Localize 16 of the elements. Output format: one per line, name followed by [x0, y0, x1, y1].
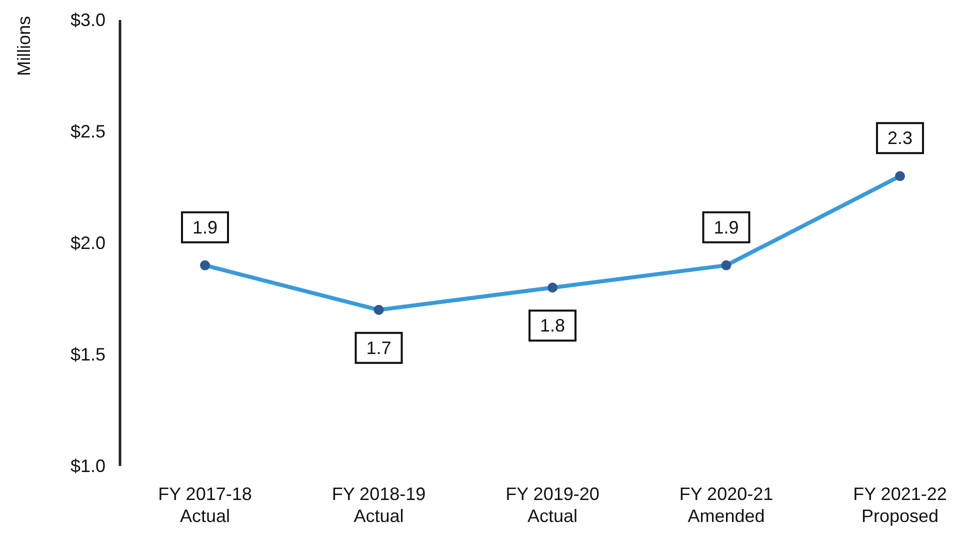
x-tick-label: FY 2021-22 Proposed: [853, 484, 947, 526]
x-tick-label: FY 2020-21 Amended: [679, 484, 774, 526]
y-axis-title: Millions: [14, 16, 34, 76]
x-tick-label: FY 2017-18 Actual: [158, 484, 252, 526]
x-tick-label: FY 2018-19 Actual: [332, 484, 426, 526]
data-label: 2.3: [887, 128, 913, 148]
x-tick-label: FY 2019-20 Actual: [506, 484, 600, 526]
y-tick-label: $2.0: [70, 233, 106, 253]
y-tick-label: $2.5: [70, 122, 106, 142]
data-label: 1.9: [714, 217, 739, 238]
data-label: 1.9: [192, 217, 218, 238]
y-tick-label: $3.0: [70, 10, 106, 30]
data-label: 1.8: [540, 316, 566, 336]
y-tick-label: $1.0: [70, 456, 106, 476]
data-label: 1.7: [366, 338, 392, 358]
y-tick-label: $1.5: [70, 344, 106, 364]
